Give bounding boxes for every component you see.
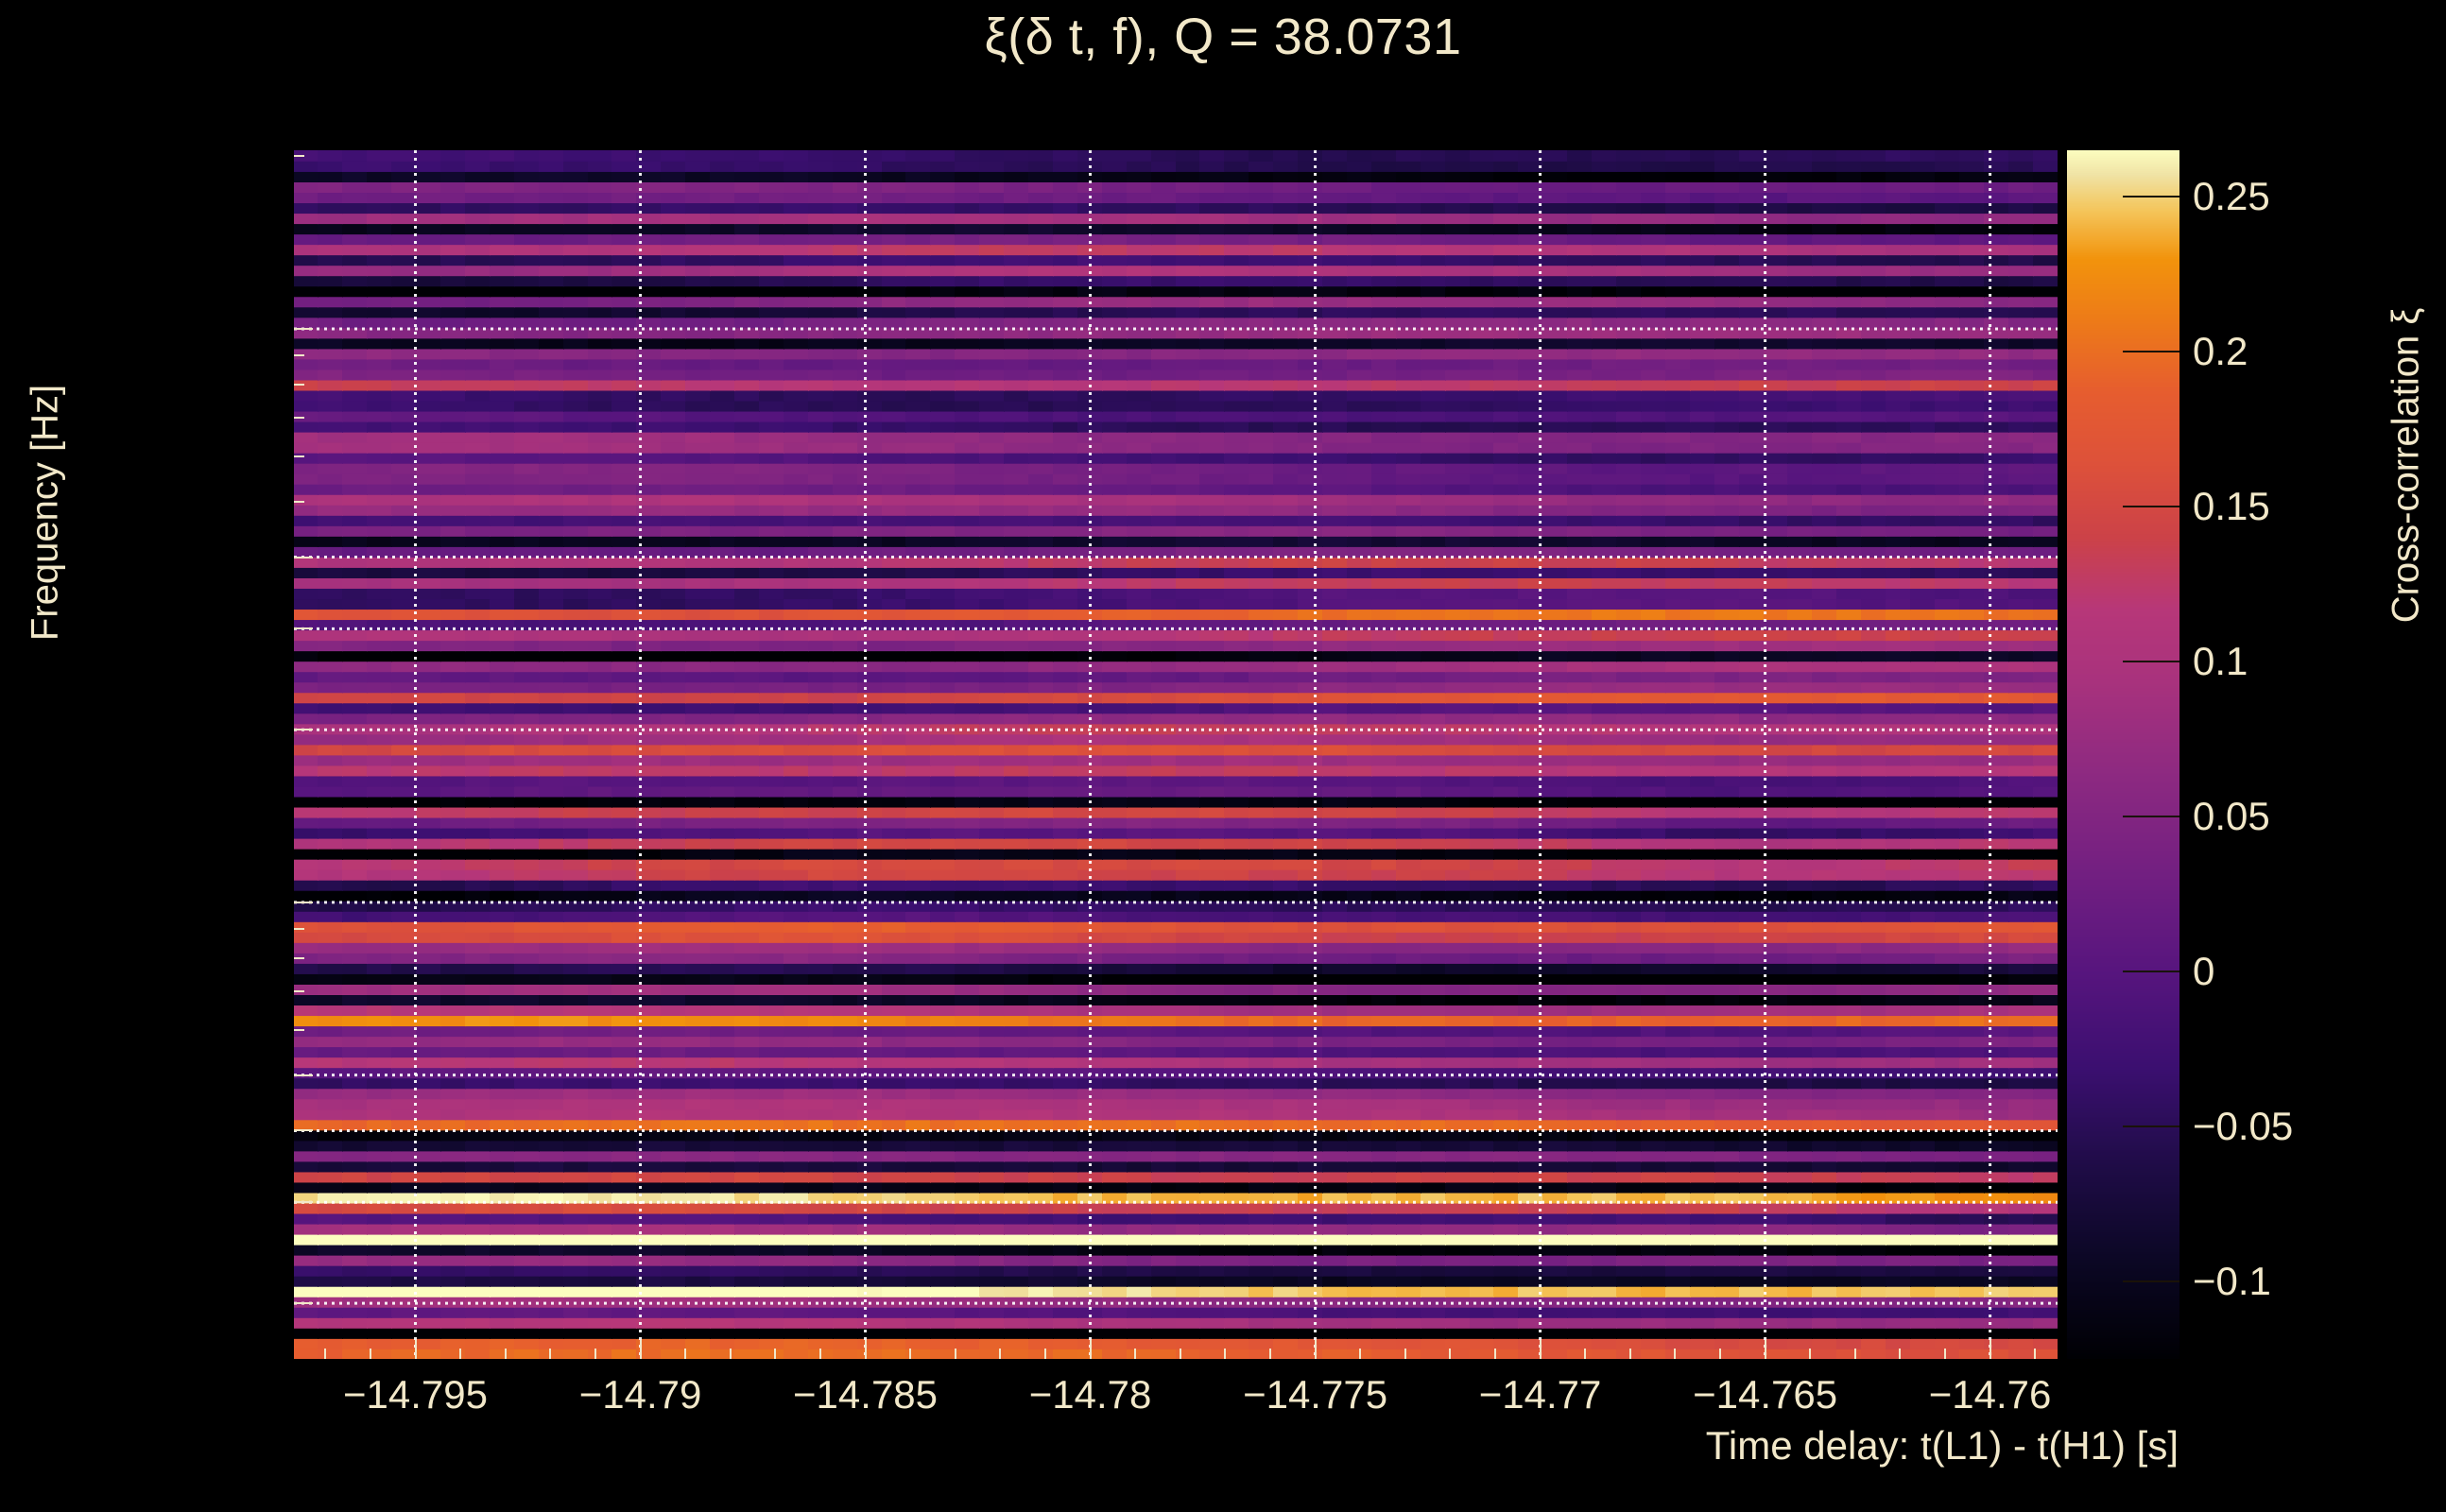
x-minor-tick-mark [774,1349,777,1359]
y-tick-mark [294,729,313,731]
x-minor-tick-mark [1404,1349,1406,1359]
x-minor-tick-mark [369,1349,371,1359]
colorbar-tick-mark [2123,506,2179,508]
x-tick-mark [1314,1340,1317,1359]
y-tick-mark [294,327,313,330]
x-tick-label: −14.78 [1028,1372,1152,1417]
x-tick-mark [1089,1340,1092,1359]
colorbar-tick-label: 0.15 [2193,484,2270,529]
y-minor-tick-mark [294,353,304,356]
y-minor-tick-mark [294,383,304,386]
x-tick-label: −14.785 [793,1372,939,1417]
y-tick-mark [294,901,313,903]
colorbar-tick-mark [2123,816,2179,818]
colorbar-gradient [2067,150,2179,1359]
x-minor-tick-mark [1449,1349,1452,1359]
x-minor-tick-mark [1584,1349,1587,1359]
x-tick-mark [414,1340,417,1359]
x-tick-mark [864,1340,867,1359]
colorbar[interactable] [2067,150,2179,1359]
x-tick-label: −14.765 [1693,1372,1838,1417]
x-minor-tick-mark [954,1349,956,1359]
x-minor-tick-mark [459,1349,462,1359]
colorbar-tick-label: 0.05 [2193,794,2270,839]
x-minor-tick-mark [684,1349,687,1359]
x-tick-mark [1764,1340,1766,1359]
y-tick-mark [294,627,313,630]
page-title: ξ(δ t, f), Q = 38.0731 [984,9,1462,65]
y-tick-mark [294,556,313,558]
heatmap-plot-area[interactable] [294,150,2058,1359]
x-minor-tick-mark [1224,1349,1227,1359]
x-minor-tick-mark [1853,1349,1856,1359]
y-tick-mark [294,1201,313,1204]
x-minor-tick-mark [594,1349,596,1359]
x-minor-tick-mark [818,1349,821,1359]
x-tick-label: −14.795 [343,1372,489,1417]
x-minor-tick-mark [1493,1349,1496,1359]
y-tick-mark [294,1074,313,1076]
y-minor-tick-mark [294,927,304,930]
x-minor-tick-mark [1359,1349,1362,1359]
y-minor-tick-mark [294,155,304,158]
x-minor-tick-mark [1809,1349,1812,1359]
x-minor-tick-mark [999,1349,1002,1359]
x-minor-tick-mark [1674,1349,1677,1359]
x-minor-tick-mark [324,1349,327,1359]
y-axis-title: Frequency [Hz] [24,384,66,642]
colorbar-tick-label: 0 [2193,949,2215,994]
x-tick-label: −14.79 [578,1372,702,1417]
x-minor-tick-mark [1268,1349,1271,1359]
x-minor-tick-mark [729,1349,732,1359]
colorbar-tick-label: −0.1 [2193,1259,2271,1303]
x-minor-tick-mark [1628,1349,1631,1359]
y-minor-tick-mark [294,1028,304,1031]
y-tick-mark [294,1129,313,1132]
colorbar-tick-mark [2123,1280,2179,1282]
x-minor-tick-mark [549,1349,552,1359]
x-tick-label: −14.76 [1928,1372,2052,1417]
colorbar-title: Cross-correlation ξ [2385,307,2427,624]
y-tick-mark [294,1302,313,1305]
colorbar-tick-label: 0.2 [2193,329,2248,374]
y-minor-tick-mark [294,989,304,992]
y-minor-tick-mark [294,455,304,457]
x-tick-mark [1539,1340,1542,1359]
x-axis-title: Time delay: t(L1) - t(H1) [s] [1705,1423,2179,1468]
colorbar-tick-mark [2123,196,2179,198]
x-minor-tick-mark [1943,1349,1946,1359]
colorbar-tick-mark [2123,661,2179,663]
y-minor-tick-mark [294,416,304,419]
x-minor-tick-mark [504,1349,507,1359]
colorbar-tick-mark [2123,1125,2179,1128]
colorbar-tick-mark [2123,971,2179,973]
heatmap-canvas [294,150,2058,1359]
x-minor-tick-mark [1718,1349,1721,1359]
y-minor-tick-mark [294,500,304,503]
colorbar-tick-label: −0.05 [2193,1104,2294,1149]
x-minor-tick-mark [1899,1349,1902,1359]
x-minor-tick-mark [1179,1349,1181,1359]
y-minor-tick-mark [294,956,304,959]
x-minor-tick-mark [909,1349,912,1359]
x-minor-tick-mark [2034,1349,2037,1359]
x-minor-tick-mark [1043,1349,1046,1359]
x-minor-tick-mark [1134,1349,1137,1359]
colorbar-tick-mark [2123,351,2179,353]
x-tick-label: −14.775 [1243,1372,1388,1417]
x-tick-mark [639,1340,642,1359]
x-tick-mark [1989,1340,1991,1359]
x-tick-label: −14.77 [1478,1372,1602,1417]
colorbar-tick-label: 0.1 [2193,639,2248,684]
colorbar-tick-label: 0.25 [2193,174,2270,219]
